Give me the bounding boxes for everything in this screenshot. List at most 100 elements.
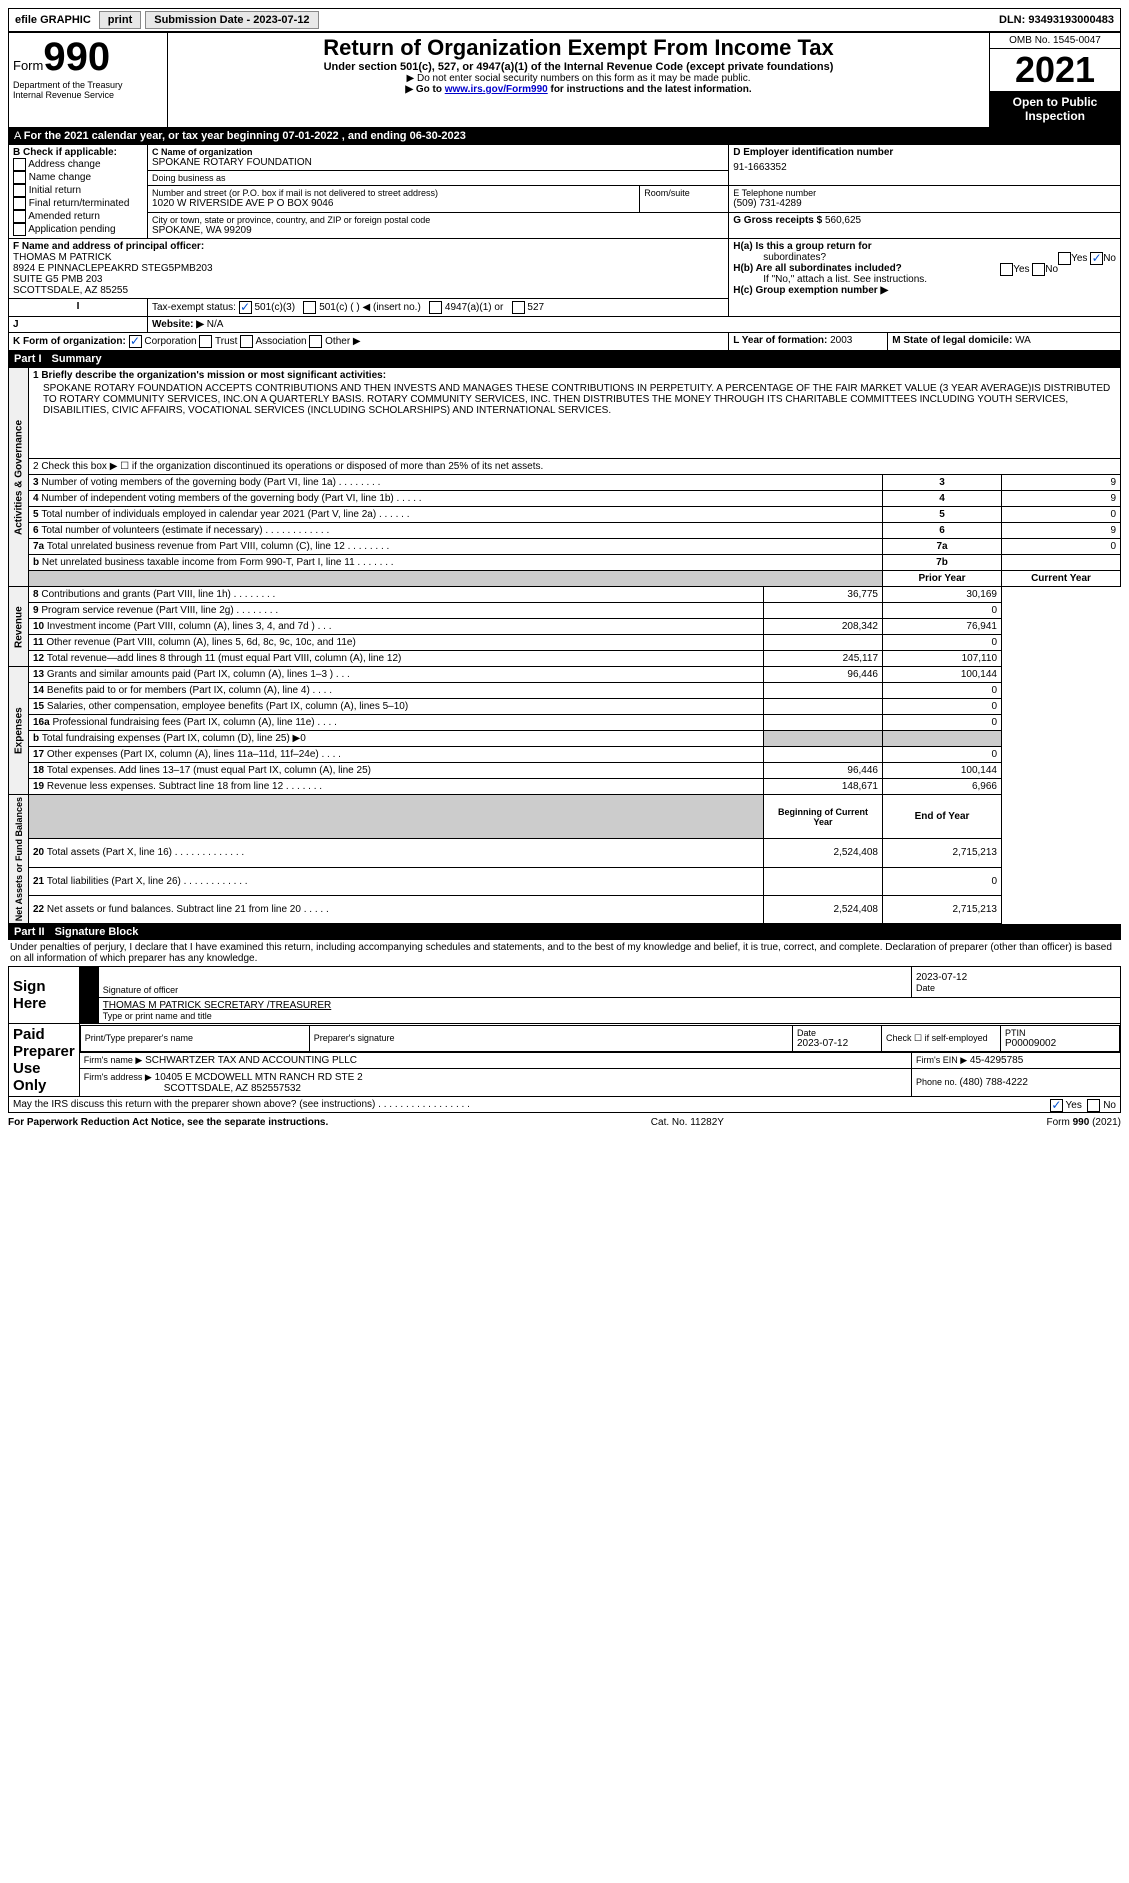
officer-name: THOMAS M PATRICK <box>13 252 724 263</box>
form-subtitle: Under section 501(c), 527, or 4947(a)(1)… <box>172 61 985 73</box>
k-other-check[interactable] <box>309 335 322 348</box>
opt-amended[interactable]: Amended return <box>13 210 143 223</box>
firm-addr-label: Firm's address ▶ <box>84 1072 152 1082</box>
firm-addr1: 10405 E MCDOWELL MTN RANCH RD STE 2 <box>155 1072 363 1083</box>
part1-title: Part I <box>14 353 52 365</box>
firm-name: SCHWARTZER TAX AND ACCOUNTING PLLC <box>145 1055 357 1066</box>
discuss-yes-check[interactable] <box>1050 1099 1063 1112</box>
rev-row-10: 10 Investment income (Part VIII, column … <box>29 619 764 635</box>
firm-ein-label: Firm's EIN ▶ <box>916 1055 967 1065</box>
k-assoc-check[interactable] <box>240 335 253 348</box>
part2-bar: Part II Signature Block <box>8 924 1121 940</box>
street-address: 1020 W RIVERSIDE AVE P O BOX 9046 <box>152 198 635 209</box>
k-trust-check[interactable] <box>199 335 212 348</box>
hb-yes-check[interactable] <box>1000 263 1013 276</box>
i-527-check[interactable] <box>512 301 525 314</box>
ptin-value: P00009002 <box>1005 1038 1115 1049</box>
i-label: I <box>9 299 148 317</box>
self-emp-check[interactable]: Check ☐ if self-employed <box>886 1033 996 1044</box>
discuss-no-check[interactable] <box>1087 1099 1100 1112</box>
efile-label: efile GRAPHIC <box>11 14 95 26</box>
exp-row-17: 17 Other expenses (Part IX, column (A), … <box>29 747 764 763</box>
ha-yes-check[interactable] <box>1058 252 1071 265</box>
dln-val: 93493193000483 <box>1028 14 1114 26</box>
form-footer: Form 990 (2021) <box>1047 1117 1122 1128</box>
opt-address-change[interactable]: Address change <box>13 158 143 171</box>
i-501c-check[interactable] <box>303 301 316 314</box>
room-label: Room/suite <box>644 188 724 198</box>
prep-name-label: Print/Type preparer's name <box>85 1033 305 1043</box>
h-a-sub: subordinates? Yes No <box>733 252 1116 263</box>
part2-title: Part II <box>14 926 55 938</box>
box-d-label: D Employer identification number <box>733 147 1116 158</box>
net-vert-label: Net Assets or Fund Balances <box>9 795 29 924</box>
net-row-20: 20 Total assets (Part X, line 16) . . . … <box>29 839 764 867</box>
hdr-begin: Beginning of Current Year <box>764 795 883 839</box>
gov-row-7a: 7a Total unrelated business revenue from… <box>29 539 883 555</box>
ptin-label: PTIN <box>1005 1028 1115 1038</box>
officer-addr3: SCOTTSDALE, AZ 85255 <box>13 285 724 296</box>
firm-label: Firm's name ▶ <box>84 1055 143 1065</box>
h-a: H(a) Is this a group return for <box>733 241 1116 252</box>
goto-post: for instructions and the latest informat… <box>548 84 752 95</box>
year-formation: 2003 <box>830 335 852 346</box>
hdr-prior: Prior Year <box>883 571 1002 587</box>
i-501c3-check[interactable] <box>239 301 252 314</box>
print-button[interactable]: print <box>99 11 141 29</box>
ein-value: 91-1663352 <box>733 158 1116 177</box>
ha-no-check[interactable] <box>1090 252 1103 265</box>
prep-date: 2023-07-12 <box>797 1038 877 1049</box>
rev-vert-label: Revenue <box>9 587 29 667</box>
rev-row-11: 11 Other revenue (Part VIII, column (A),… <box>29 635 764 651</box>
firm-phone: (480) 788-4222 <box>960 1077 1028 1088</box>
opt-final-return[interactable]: Final return/terminated <box>13 197 143 210</box>
sig-officer-label: Signature of officer <box>103 985 907 995</box>
period-mid: , and ending <box>342 130 410 142</box>
net-row-21: 21 Total liabilities (Part X, line 26) .… <box>29 867 764 895</box>
exp-row-15: 15 Salaries, other compensation, employe… <box>29 699 764 715</box>
rev-row-12: 12 Total revenue—add lines 8 through 11 … <box>29 651 764 667</box>
phone-value: (509) 731-4289 <box>733 198 1116 209</box>
hb-no-check[interactable] <box>1032 263 1045 276</box>
exp-row-16b: b Total fundraising expenses (Part IX, c… <box>29 731 764 747</box>
firm-ein: 45-4295785 <box>970 1055 1023 1066</box>
box-m-label: M State of legal domicile: <box>892 335 1015 346</box>
dba-label: Doing business as <box>152 173 724 183</box>
city-label: City or town, state or province, country… <box>152 215 724 225</box>
box-g-label: G Gross receipts $ <box>733 215 825 226</box>
irs-label: Internal Revenue Service <box>13 90 163 100</box>
paid-preparer-label: Paid Preparer Use Only <box>9 1024 80 1097</box>
box-f-label: F Name and address of principal officer: <box>13 241 724 252</box>
form-number: 990 <box>43 35 110 79</box>
gov-vert-label: Activities & Governance <box>9 368 29 587</box>
goto-note: ▶ Go to www.irs.gov/Form990 for instruct… <box>172 84 985 95</box>
exp-row-18: 18 Total expenses. Add lines 13–17 (must… <box>29 763 764 779</box>
box-l-label: L Year of formation: <box>733 335 830 346</box>
officer-addr2: SUITE G5 PMB 203 <box>13 274 724 285</box>
box-b-label: B Check if applicable: <box>13 147 143 158</box>
prep-sig-label: Preparer's signature <box>314 1033 788 1043</box>
sig-date-label: Date <box>916 983 1116 993</box>
exp-row-13: 13 Grants and similar amounts paid (Part… <box>29 667 764 683</box>
addr-label: Number and street (or P.O. box if mail i… <box>152 188 635 198</box>
mission-label: 1 Briefly describe the organization's mi… <box>33 370 1116 381</box>
discuss-row: May the IRS discuss this return with the… <box>8 1097 1121 1113</box>
gov-row-7b: b Net unrelated business taxable income … <box>29 555 883 571</box>
line2-disposal: 2 Check this box ▶ ☐ if the organization… <box>29 459 1121 475</box>
net-shaded <box>29 795 764 839</box>
opt-app-pending[interactable]: Application pending <box>13 223 143 236</box>
opt-name-change[interactable]: Name change <box>13 171 143 184</box>
k-corp-check[interactable] <box>129 335 142 348</box>
hdr-curr: Current Year <box>1002 571 1121 587</box>
inspection-label: Open to Public Inspection <box>990 91 1120 127</box>
submission-date: Submission Date - 2023-07-12 <box>145 11 318 29</box>
form-header: Form990 Department of the Treasury Inter… <box>8 32 1121 128</box>
irs-link[interactable]: www.irs.gov/Form990 <box>445 84 548 95</box>
i-4947-check[interactable] <box>429 301 442 314</box>
opt-initial-return[interactable]: Initial return <box>13 184 143 197</box>
period-start: 07-01-2022 <box>282 130 338 142</box>
box-e-label: E Telephone number <box>733 188 1116 198</box>
tax-year: 2021 <box>990 49 1120 91</box>
part2-name: Signature Block <box>55 926 139 938</box>
tax-exempt-label: Tax-exempt status: <box>152 302 236 313</box>
